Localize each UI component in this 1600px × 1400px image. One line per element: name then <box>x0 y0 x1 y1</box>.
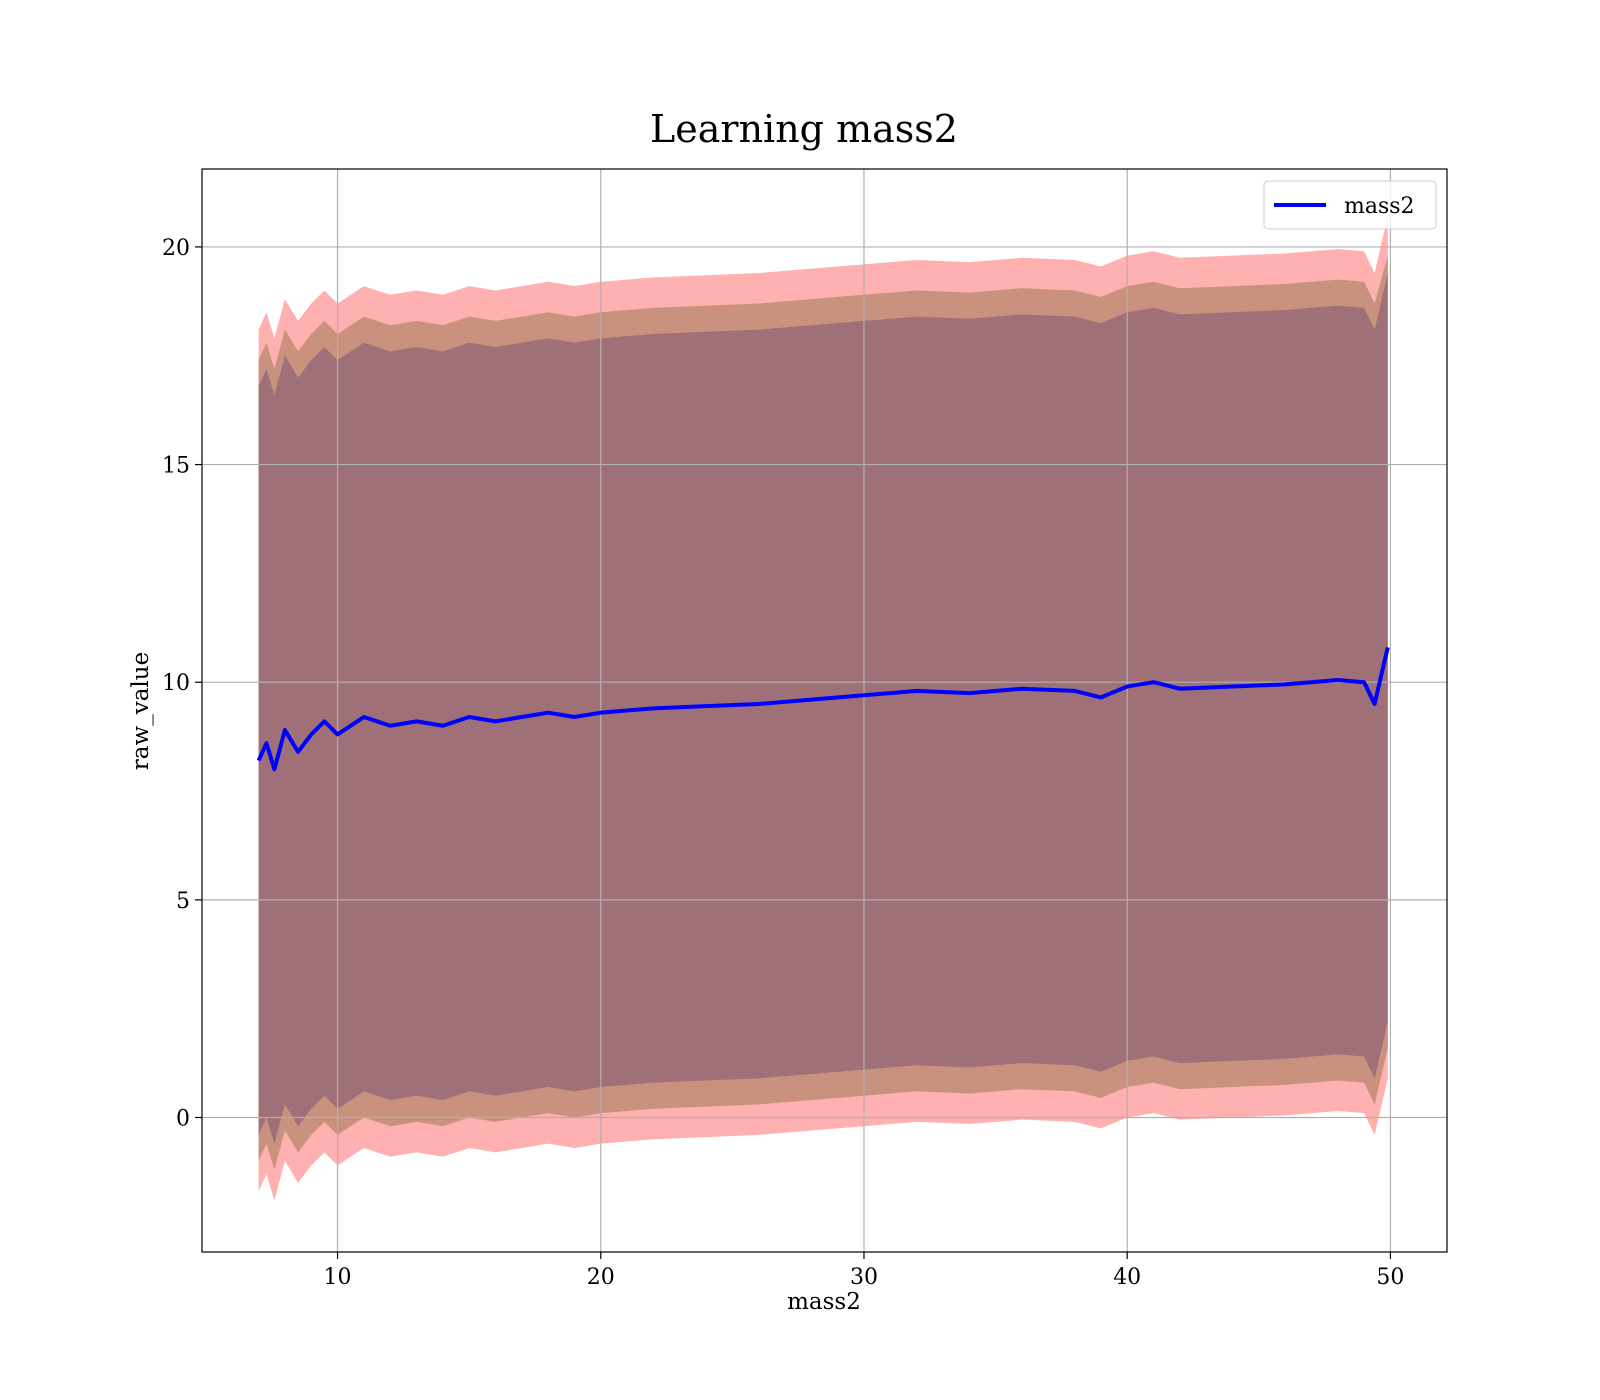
x-tick-label: 50 <box>1376 1265 1404 1290</box>
x-tick-label: 10 <box>324 1265 352 1290</box>
x-tick-label: 40 <box>1113 1265 1141 1290</box>
x-tick-label: 20 <box>587 1265 615 1290</box>
plot-frame <box>201 168 1448 1253</box>
y-tick-label: 15 <box>162 454 190 479</box>
legend-label: mass2 <box>1344 194 1415 219</box>
plot-area: 10 20 30 40 50 0 5 10 15 20 mass2 <box>162 168 1448 1290</box>
y-tick-label: 10 <box>162 671 190 696</box>
legend: mass2 <box>1263 180 1437 230</box>
chart-title: Learning mass2 <box>650 107 958 151</box>
band <box>258 273 1388 1144</box>
x-tick-label: 30 <box>850 1265 878 1290</box>
line <box>256 646 1390 772</box>
x-axis-label: mass2 <box>787 1289 861 1315</box>
y-axis-label: raw_value <box>128 652 154 770</box>
y-tick-label: 0 <box>176 1106 190 1131</box>
y-tick-label: 20 <box>162 236 190 261</box>
y-tick-label: 5 <box>176 889 190 914</box>
legend-box <box>1263 180 1437 230</box>
